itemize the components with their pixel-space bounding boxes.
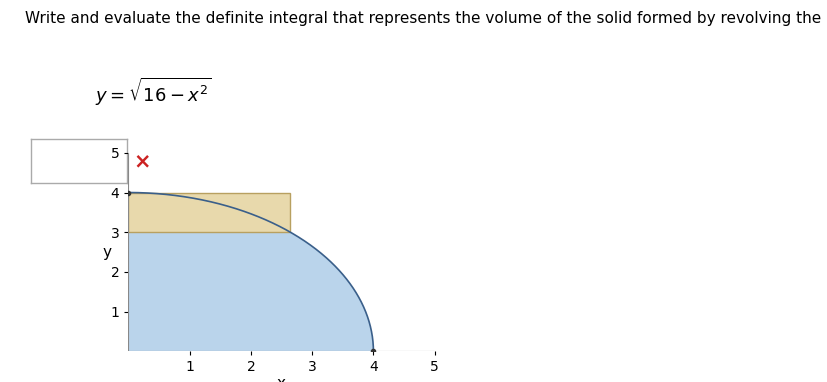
- Text: $y = \sqrt{16 - x^2}$: $y = \sqrt{16 - x^2}$: [95, 76, 212, 108]
- Text: ×: ×: [133, 151, 151, 172]
- X-axis label: x: x: [277, 376, 285, 382]
- Bar: [128, 193, 290, 232]
- Polygon shape: [128, 193, 373, 351]
- Text: Write and evaluate the definite integral that represents the volume of the solid: Write and evaluate the definite integral…: [25, 11, 827, 26]
- Y-axis label: y: y: [103, 244, 112, 260]
